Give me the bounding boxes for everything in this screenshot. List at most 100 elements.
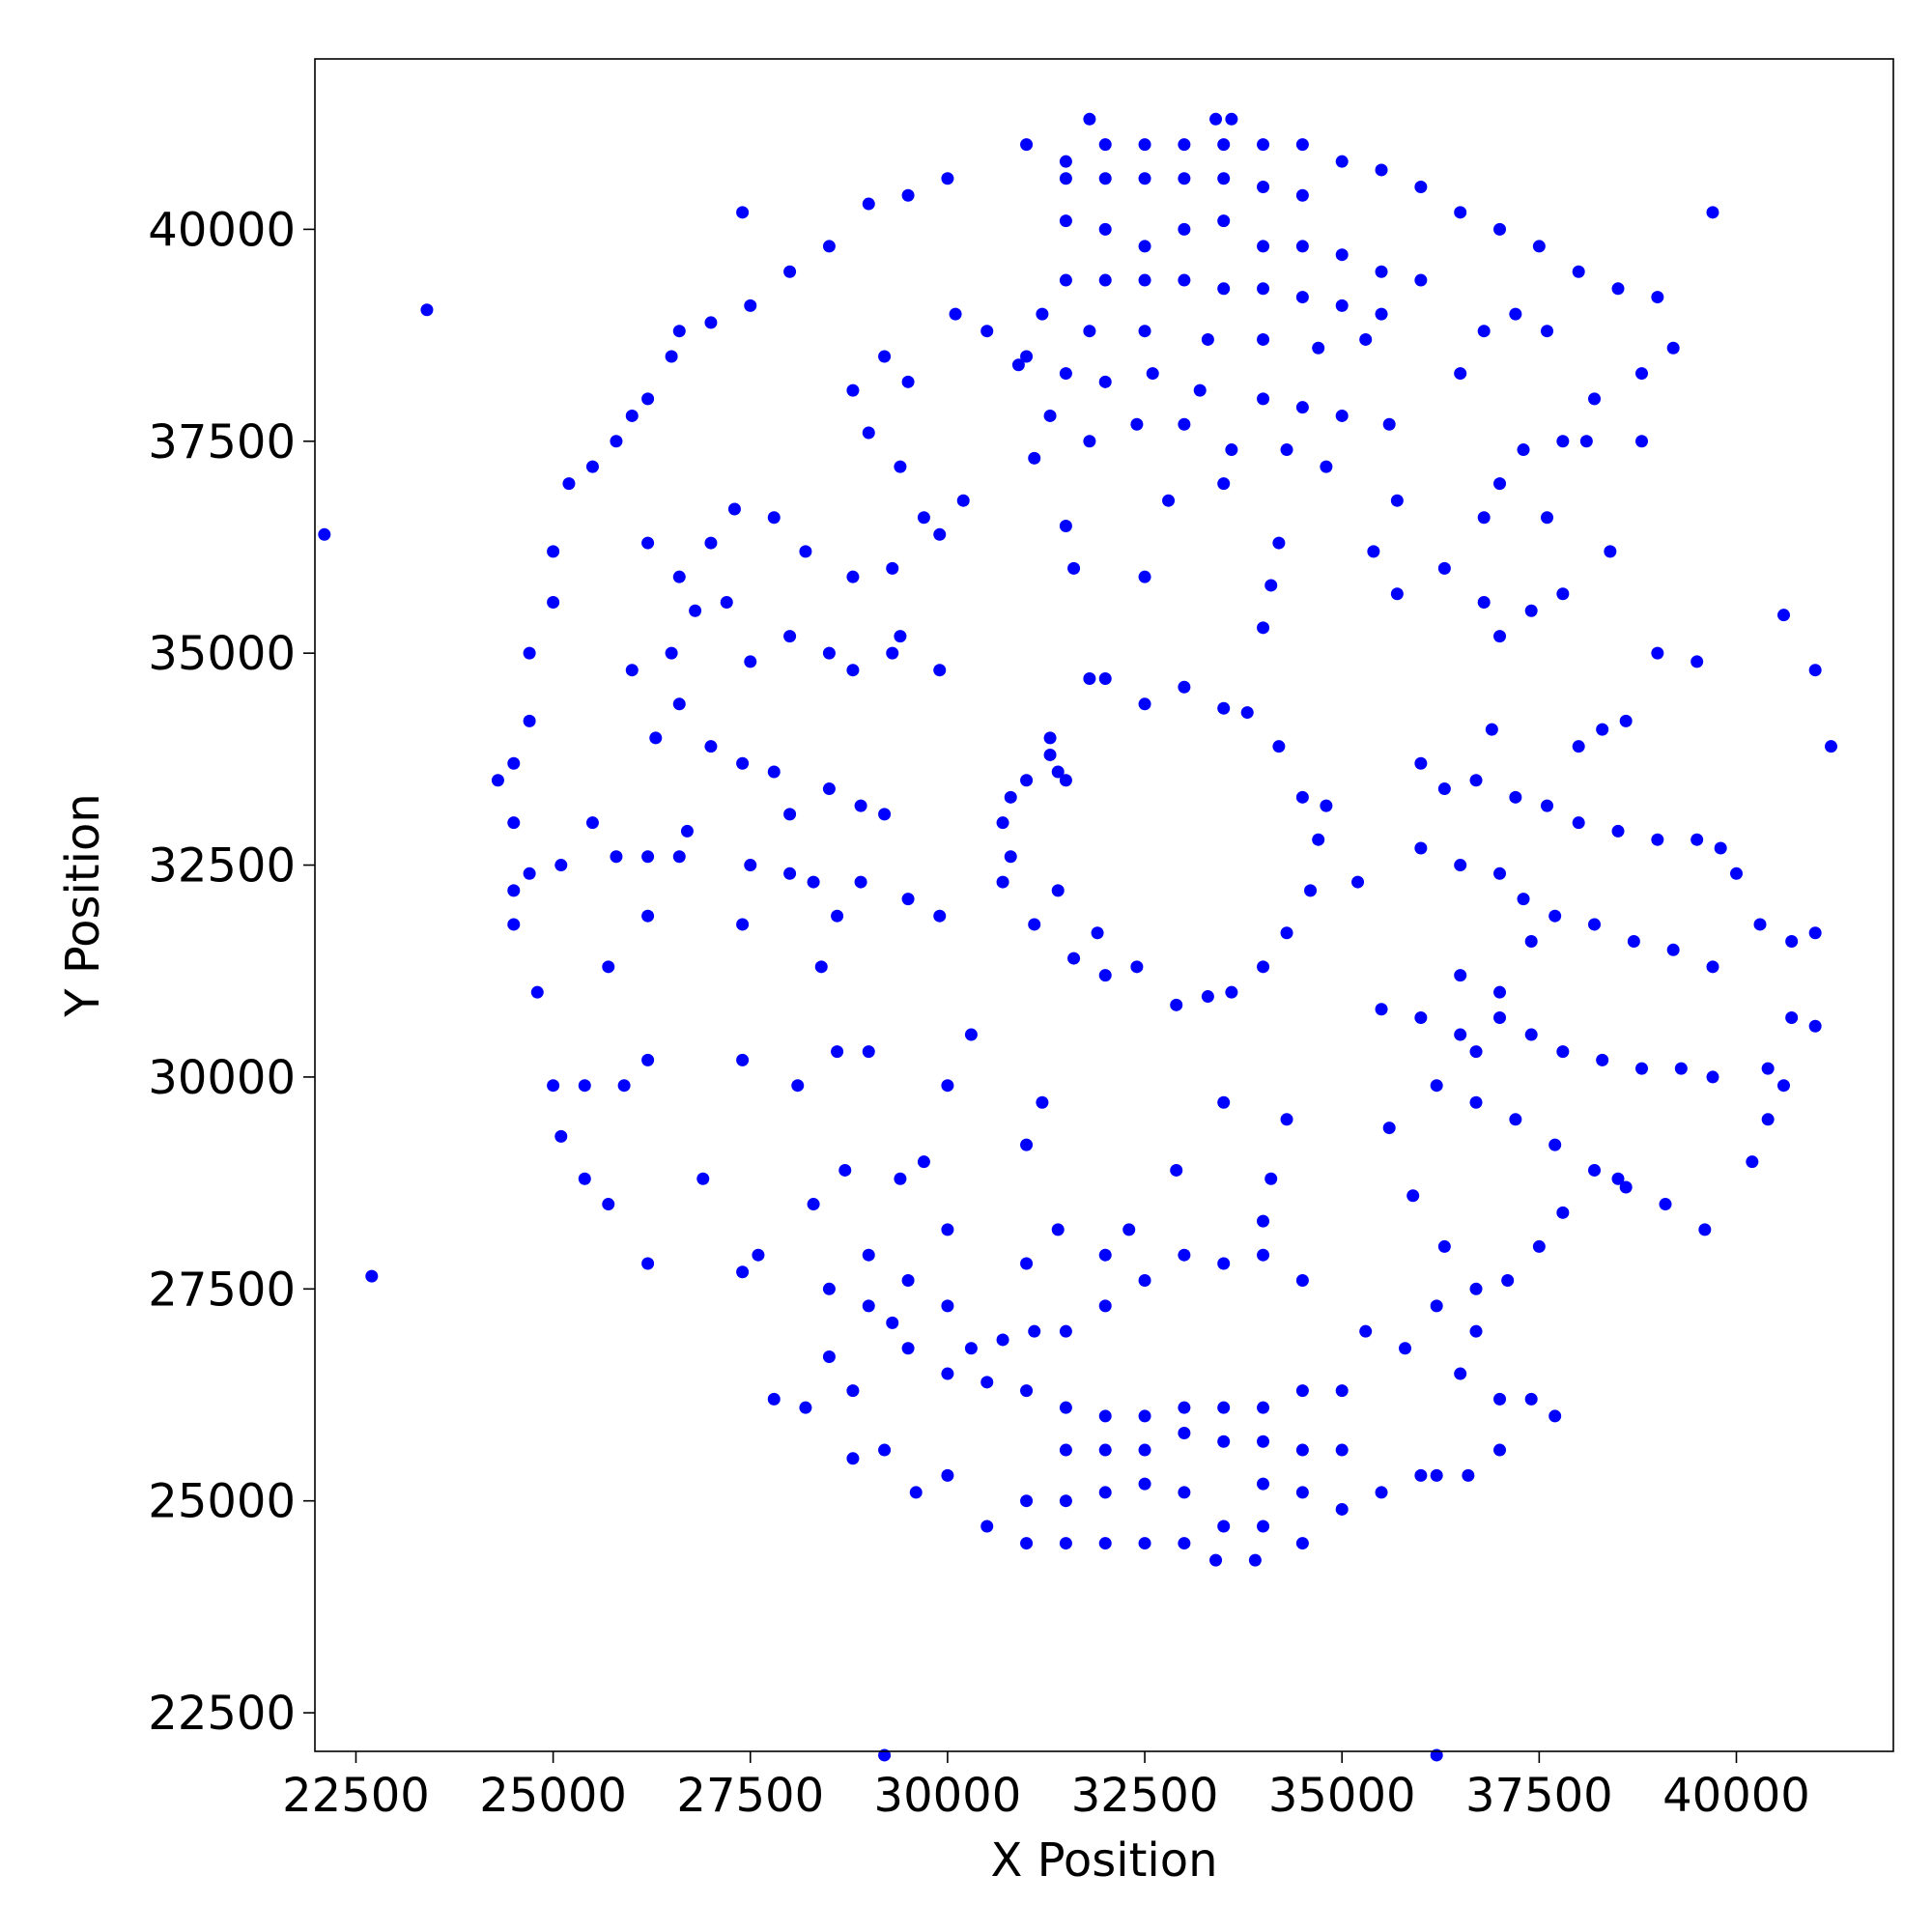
point	[665, 350, 678, 363]
point	[1517, 443, 1530, 457]
point	[736, 1265, 750, 1279]
point	[1138, 1443, 1151, 1457]
point	[767, 511, 781, 525]
point	[1217, 701, 1231, 715]
point	[641, 1053, 655, 1066]
point	[767, 765, 781, 779]
point	[420, 303, 434, 317]
point	[1776, 1079, 1790, 1093]
point	[1588, 392, 1602, 406]
point	[1098, 1443, 1112, 1457]
point	[1098, 1486, 1112, 1499]
x-tick-label: 27500	[676, 1769, 824, 1823]
point	[641, 850, 655, 864]
x-axis-label: X Position	[990, 1833, 1217, 1888]
point	[1335, 1443, 1349, 1457]
point	[1493, 1443, 1507, 1457]
point	[1666, 341, 1680, 355]
point	[1430, 1468, 1443, 1482]
point	[1651, 646, 1664, 660]
point	[736, 206, 750, 219]
point	[783, 808, 797, 821]
point	[1375, 1486, 1388, 1499]
point	[1257, 1214, 1270, 1228]
point	[547, 545, 560, 558]
point	[1627, 935, 1640, 949]
point	[1098, 1537, 1112, 1550]
point	[680, 824, 694, 838]
point	[1257, 392, 1270, 406]
point	[1217, 477, 1231, 491]
point	[1004, 850, 1017, 864]
y-tick-label: 32500	[148, 839, 296, 894]
point	[1414, 1468, 1428, 1482]
point	[1059, 1494, 1072, 1508]
point	[1454, 1028, 1467, 1041]
point	[1808, 664, 1822, 677]
point	[846, 570, 860, 583]
point	[917, 511, 930, 525]
point	[1556, 587, 1570, 601]
point	[1524, 1028, 1538, 1041]
point	[1138, 325, 1151, 338]
point	[1264, 579, 1278, 592]
point	[1178, 1537, 1191, 1550]
point	[1659, 1198, 1672, 1211]
point	[1437, 782, 1451, 796]
point	[727, 502, 741, 516]
point	[1059, 774, 1072, 787]
point	[1382, 1122, 1396, 1135]
point	[1375, 265, 1388, 278]
x-tick-label: 35000	[1268, 1769, 1416, 1823]
point	[704, 316, 718, 329]
point	[1477, 596, 1491, 610]
point	[822, 1350, 836, 1364]
point	[610, 850, 623, 864]
point	[1098, 138, 1112, 152]
point	[736, 918, 750, 931]
point	[933, 664, 947, 677]
point	[1351, 875, 1365, 889]
point	[831, 909, 844, 923]
point	[1225, 985, 1238, 999]
point	[1785, 1010, 1799, 1024]
point	[1059, 172, 1072, 185]
point	[1414, 1010, 1428, 1024]
point	[1138, 240, 1151, 253]
point	[1706, 206, 1719, 219]
point	[1257, 1435, 1270, 1448]
point	[1541, 799, 1554, 812]
point	[917, 1155, 930, 1169]
point	[1651, 291, 1664, 304]
point	[1178, 1486, 1191, 1499]
point	[846, 1452, 860, 1465]
point	[736, 756, 750, 770]
point	[665, 646, 678, 660]
point	[1706, 960, 1719, 974]
x-tick-label: 32500	[1071, 1769, 1219, 1823]
point	[547, 596, 560, 610]
point	[736, 1053, 750, 1066]
point	[1043, 409, 1057, 422]
point	[1548, 1138, 1562, 1151]
point	[641, 909, 655, 923]
point	[941, 1367, 954, 1380]
point	[523, 646, 536, 660]
point	[1170, 998, 1183, 1011]
point	[1201, 332, 1214, 346]
point	[1028, 1324, 1041, 1338]
point	[1138, 138, 1151, 152]
point	[822, 782, 836, 796]
point	[1320, 799, 1333, 812]
point	[1414, 273, 1428, 287]
point	[649, 731, 663, 745]
point	[672, 850, 686, 864]
point	[1217, 1401, 1231, 1414]
y-tick-label: 37500	[148, 415, 296, 469]
point	[1556, 1206, 1570, 1219]
point	[886, 1316, 899, 1329]
point	[862, 197, 875, 211]
point	[1454, 859, 1467, 872]
point	[1257, 282, 1270, 296]
point	[878, 808, 892, 821]
